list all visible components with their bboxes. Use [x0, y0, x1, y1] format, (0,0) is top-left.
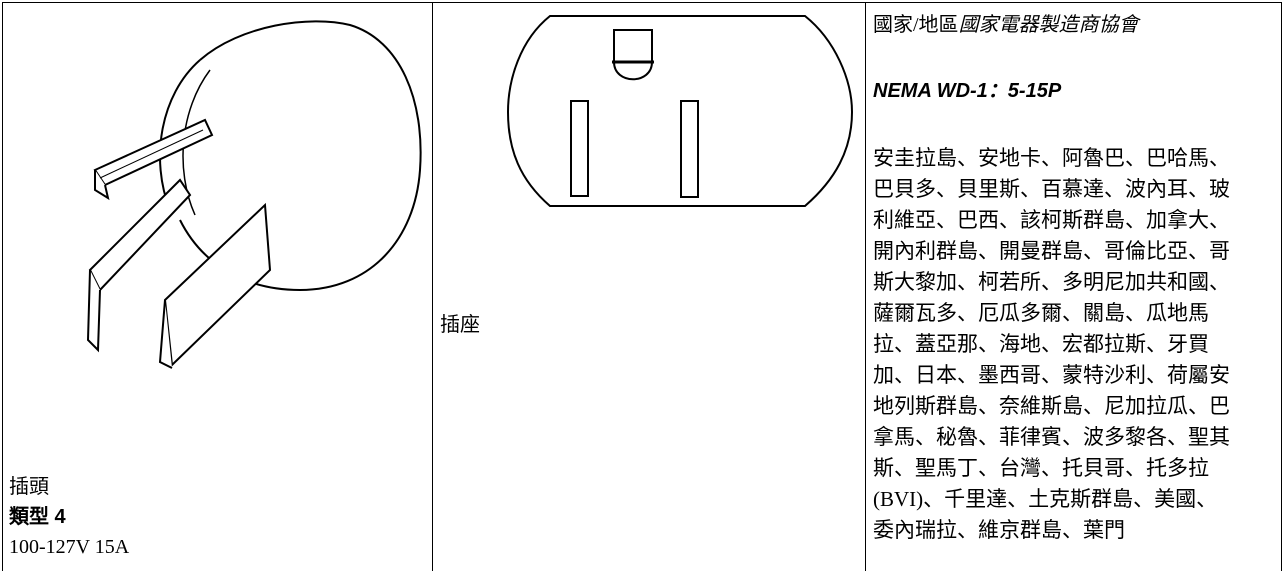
plug-cell: 插頭 類型 4 100-127V 15A: [2, 2, 433, 571]
receptacle-cell: 插座: [432, 2, 866, 571]
country-list: 安圭拉島、安地卡、阿魯巴、巴哈馬、 巴貝多、貝里斯、百慕達、波內耳、玻 利維亞、巴西…: [873, 143, 1230, 546]
plug-rating: 100-127V 15A: [9, 536, 130, 558]
country-line: 巴貝多、貝里斯、百慕達、波內耳、玻: [873, 177, 1230, 201]
country-line: 開內利群島、開曼群島、哥倫比亞、哥: [873, 239, 1230, 263]
plug-type: 類型 4: [9, 506, 66, 528]
country-line: 安圭拉島、安地卡、阿魯巴、巴哈馬、: [873, 146, 1230, 170]
country-line: 斯、聖馬丁、台灣、托貝哥、托多拉: [873, 456, 1209, 480]
country-line: 地列斯群島、奈維斯島、尼加拉瓜、巴: [873, 394, 1230, 418]
country-line: 薩爾瓦多、厄瓜多爾、關島、瓜地馬: [873, 301, 1209, 325]
country-line: 加、日本、墨西哥、蒙特沙利、荷屬安: [873, 363, 1230, 387]
country-line: 委內瑞拉、維京群島、葉門: [873, 518, 1125, 542]
region: 國家/地區: [873, 14, 959, 36]
plug-drawing: [86, 20, 422, 369]
country-line: 拿馬、秘魯、菲律賓、波多黎各、聖其: [873, 425, 1230, 449]
country-line: 拉、蓋亞那、海地、宏都拉斯、牙買: [873, 332, 1209, 356]
standard-code: NEMA WD-1：5-15P: [873, 80, 1062, 102]
country-line: (BVI)、千里達、土克斯群島、美國、: [873, 487, 1218, 511]
standard-title: 國家/地區國家電器製造商協會: [873, 13, 1139, 37]
receptacle-label: 插座: [440, 314, 480, 336]
receptacle-drawing: [506, 15, 854, 207]
standard-cell: 國家/地區國家電器製造商協會 NEMA WD-1：5-15P 安圭拉島、安地卡、…: [865, 2, 1282, 571]
plug-label: 插頭: [9, 476, 49, 498]
country-line: 利維亞、巴西、該柯斯群島、加拿大、: [873, 208, 1230, 232]
organization: 國家電器製造商協會: [958, 14, 1139, 36]
country-line: 斯大黎加、柯若所、多明尼加共和國、: [873, 270, 1230, 294]
